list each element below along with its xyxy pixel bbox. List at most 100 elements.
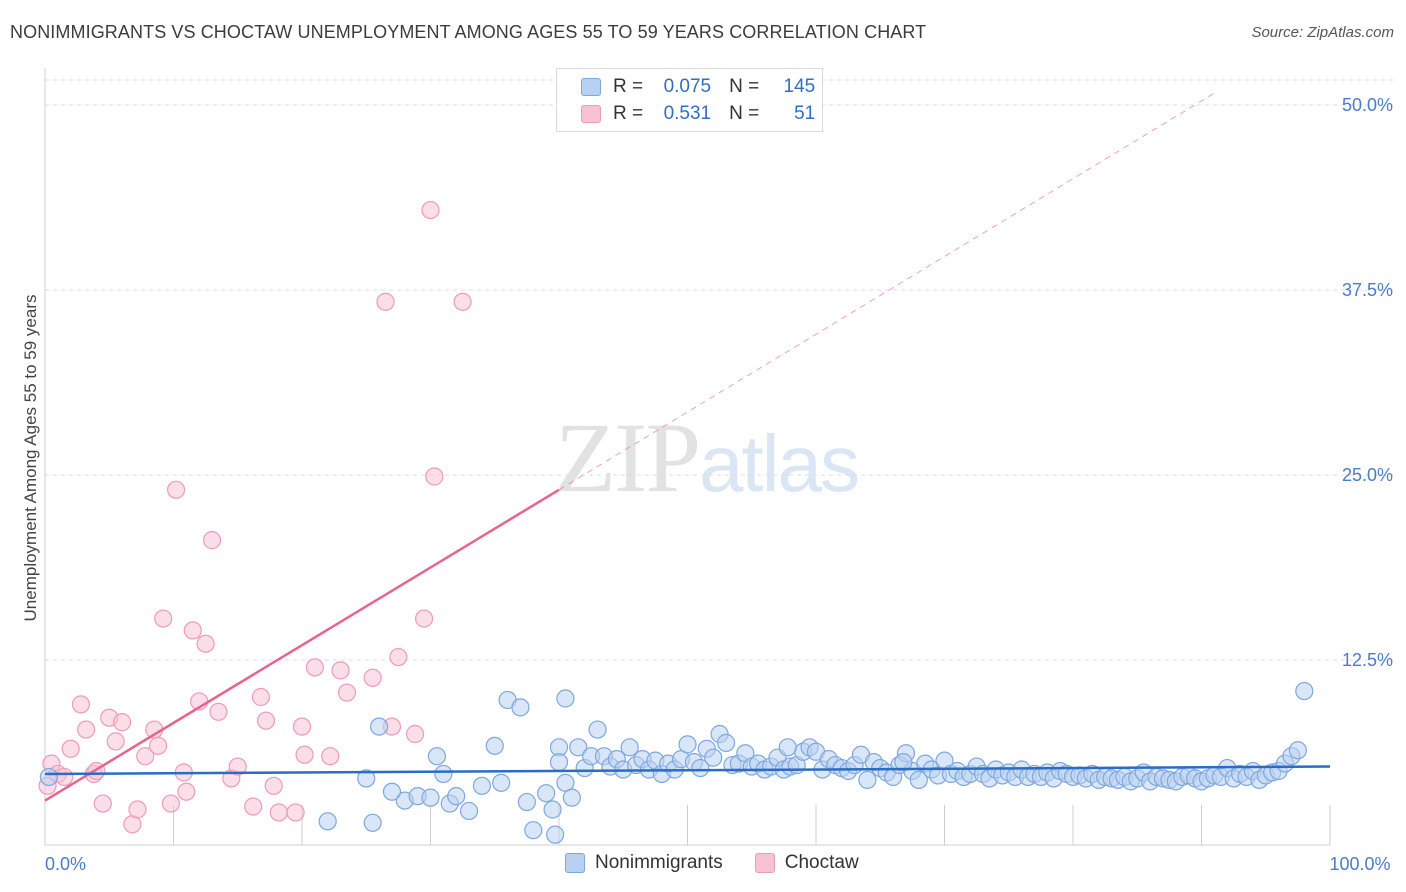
legend-row-choctaw: R = 0.531 N = 51 bbox=[581, 102, 815, 126]
choctaw-point bbox=[196, 634, 215, 653]
choctaw-point bbox=[421, 200, 440, 220]
legend-r-value: 0.075 bbox=[663, 76, 712, 97]
nonimmigrants-point bbox=[39, 767, 58, 787]
nonimmigrants-point bbox=[778, 738, 797, 757]
y-axis-label: Unemployment Among Ages 55 to 59 years bbox=[21, 295, 40, 622]
choctaw-point bbox=[177, 782, 196, 801]
choctaw-trend-extension bbox=[558, 92, 1215, 491]
choctaw-point bbox=[136, 747, 155, 766]
choctaw-point bbox=[202, 531, 222, 550]
choctaw-point bbox=[321, 747, 340, 766]
watermark: ZIPatlas bbox=[555, 400, 860, 515]
y-tick-label: 25.0% bbox=[1342, 465, 1393, 485]
nonimmigrants-point bbox=[620, 738, 639, 757]
choctaw-point bbox=[148, 736, 168, 755]
choctaw-point bbox=[251, 687, 270, 707]
choctaw-point bbox=[244, 797, 263, 816]
choctaw-point bbox=[331, 661, 350, 680]
series-legend: Nonimmigrants Choctaw bbox=[565, 852, 891, 874]
choctaw-point bbox=[292, 717, 312, 736]
choctaw-point bbox=[264, 776, 283, 795]
nonimmigrants-point bbox=[459, 801, 479, 821]
nonimmigrants-point bbox=[485, 736, 504, 755]
choctaw-point bbox=[286, 803, 305, 822]
nonimmigrants-point bbox=[858, 770, 877, 789]
nonimmigrants-point bbox=[472, 776, 491, 795]
choctaw-point bbox=[295, 745, 314, 764]
nonimmigrants-point bbox=[678, 735, 697, 754]
choctaw-point bbox=[305, 658, 324, 677]
correlation-legend: R = 0.075 N = 145 R = 0.531 N = 51 bbox=[556, 68, 823, 132]
legend-item-choctaw: Choctaw bbox=[754, 852, 859, 874]
nonimmigrants-point bbox=[421, 788, 440, 807]
choctaw-point bbox=[405, 724, 425, 744]
nonimmigrants-point bbox=[691, 758, 710, 778]
choctaw-points bbox=[38, 200, 472, 834]
choctaw-point bbox=[183, 621, 202, 640]
choctaw-point bbox=[269, 803, 288, 822]
choctaw-point bbox=[166, 480, 186, 499]
nonimmigrants-point bbox=[427, 747, 447, 766]
x-tick-label: 0.0% bbox=[45, 854, 86, 874]
choctaw-point bbox=[414, 609, 434, 628]
choctaw-point bbox=[154, 609, 173, 628]
nonimmigrants-point bbox=[569, 738, 588, 757]
y-tick-label: 50.0% bbox=[1342, 95, 1393, 115]
choctaw-point bbox=[112, 713, 132, 732]
nonimmigrants-point bbox=[537, 784, 556, 803]
y-tick-label: 12.5% bbox=[1342, 650, 1393, 670]
choctaw-point bbox=[256, 711, 276, 730]
legend-label-choctaw: Choctaw bbox=[784, 852, 859, 873]
nonimmigrants-point bbox=[546, 825, 565, 844]
legend-swatch-pink bbox=[754, 853, 775, 873]
nonimmigrants-point bbox=[370, 717, 389, 736]
choctaw-point bbox=[128, 800, 147, 819]
choctaw-point bbox=[209, 702, 228, 721]
legend-n-value: 51 bbox=[794, 103, 816, 124]
nonimmigrants-point bbox=[909, 770, 928, 789]
nonimmigrants-point bbox=[318, 812, 337, 831]
choctaw-point bbox=[389, 647, 408, 667]
choctaw-point bbox=[55, 767, 74, 787]
nonimmigrants-trend-line bbox=[44, 765, 1331, 776]
choctaw-trend-line bbox=[44, 488, 560, 802]
nonimmigrants-point bbox=[492, 773, 511, 792]
nonimmigrants-point bbox=[434, 764, 453, 784]
legend-n-label: N = bbox=[729, 103, 760, 124]
source-credit: Source: ZipAtlas.com bbox=[1251, 24, 1394, 41]
nonimmigrants-point bbox=[588, 720, 607, 739]
choctaw-point bbox=[363, 668, 382, 687]
x-tick-label: 100.0% bbox=[1329, 854, 1390, 874]
nonimmigrants-point bbox=[543, 800, 562, 819]
legend-n-value: 145 bbox=[783, 76, 816, 97]
watermark-zip: ZIP bbox=[555, 402, 701, 513]
nonimmigrants-point bbox=[1288, 741, 1307, 760]
choctaw-point bbox=[61, 739, 80, 758]
tick-labels: 12.5% 25.0% 37.5% 50.0% 0.0% 100.0% bbox=[45, 95, 1393, 874]
choctaw-point bbox=[228, 757, 247, 776]
nonimmigrants-point bbox=[549, 753, 569, 772]
legend-label-nonimmigrants: Nonimmigrants bbox=[595, 852, 723, 873]
legend-n-label: N = bbox=[729, 76, 760, 97]
watermark-atlas: atlas bbox=[699, 419, 860, 508]
choctaw-point bbox=[71, 695, 91, 714]
trend-lines bbox=[44, 92, 1331, 802]
legend-row-nonimmigrants: R = 0.075 N = 145 bbox=[581, 75, 815, 99]
choctaw-point bbox=[77, 720, 96, 739]
nonimmigrants-point bbox=[704, 748, 723, 767]
nonimmigrants-point bbox=[562, 788, 581, 807]
choctaw-point bbox=[337, 683, 357, 702]
nonimmigrants-point bbox=[524, 821, 543, 840]
choctaw-point bbox=[425, 467, 444, 486]
nonimmigrants-point bbox=[894, 753, 913, 772]
axes bbox=[44, 68, 1331, 846]
legend-swatch-blue bbox=[581, 78, 601, 96]
legend-swatch-blue bbox=[565, 853, 585, 873]
nonimmigrants-point bbox=[382, 782, 402, 801]
nonimmigrants-point bbox=[447, 787, 466, 806]
legend-r-label: R = bbox=[613, 76, 644, 97]
nonimmigrants-point bbox=[716, 733, 736, 752]
nonimmigrants-point bbox=[517, 792, 536, 812]
choctaw-point bbox=[376, 292, 395, 311]
